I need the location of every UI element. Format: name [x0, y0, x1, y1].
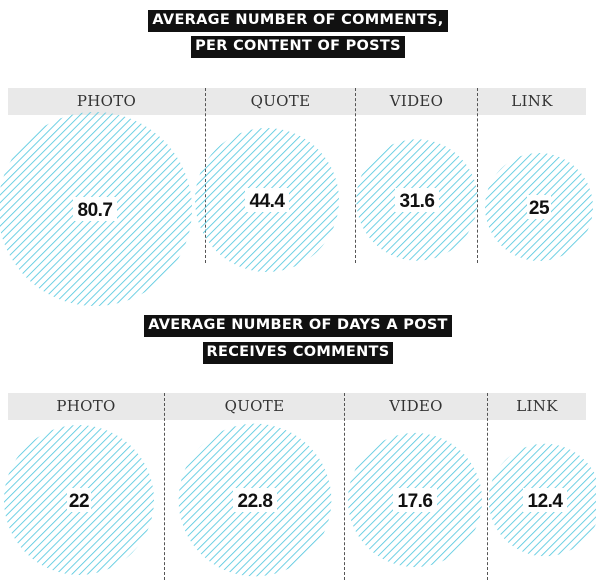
chart2-value-label-bg — [523, 488, 567, 512]
chart2-title-line1-text: AVERAGE NUMBER OF DAYS A POST — [144, 315, 452, 337]
chart2-category-header — [8, 393, 586, 420]
chart1-divider — [355, 88, 356, 263]
chart2-divider — [487, 393, 488, 580]
chart1-category-quote: QUOTE — [250, 92, 311, 110]
chart2-category-link: LINK — [516, 397, 558, 415]
chart2-title-line2: RECEIVES COMMENTS — [0, 342, 596, 364]
chart1-value-label-link: 25 — [529, 198, 550, 219]
chart1-category-header — [8, 88, 586, 115]
chart2-value-label-bg — [233, 488, 277, 512]
chart2-value-label-bg — [393, 488, 437, 512]
chart1-category-photo: PHOTO — [76, 92, 137, 110]
chart1-value-label-video: 31.6 — [400, 191, 435, 212]
chart1-value-label-bg — [73, 197, 117, 221]
chart1-value-label-quote: 44.4 — [250, 191, 286, 212]
chart1-title-line1: AVERAGE NUMBER OF COMMENTS, — [0, 10, 596, 32]
chart2-value-label-video: 17.6 — [398, 491, 433, 512]
chart2-value-label-link: 12.4 — [528, 491, 564, 512]
chart2-title-line2-text: RECEIVES COMMENTS — [202, 342, 394, 364]
chart2-category-video: VIDEO — [389, 397, 443, 415]
chart1-category-link: LINK — [511, 92, 553, 110]
chart2-value-label-quote: 22.8 — [238, 491, 273, 512]
chart1-divider — [477, 88, 478, 263]
chart1-title-line2: PER CONTENT OF POSTS — [0, 36, 596, 58]
chart2-category-quote: QUOTE — [224, 397, 285, 415]
chart1-value-label-bg — [527, 195, 551, 219]
chart2-title-line1: AVERAGE NUMBER OF DAYS A POST — [0, 315, 596, 337]
chart2-value-label-bg — [67, 488, 91, 512]
chart1-value-label-photo: 80.7 — [78, 200, 113, 221]
chart2-divider — [344, 393, 345, 580]
chart2-category-photo: PHOTO — [56, 397, 116, 415]
chart1-category-video: VIDEO — [389, 92, 444, 110]
chart1-title-line2-text: PER CONTENT OF POSTS — [191, 36, 405, 58]
chart1-value-label-bg — [395, 188, 439, 212]
chart2-value-label-photo: 22 — [69, 491, 89, 512]
chart1-title-line1-text: AVERAGE NUMBER OF COMMENTS, — [148, 10, 448, 32]
chart2-divider — [164, 393, 165, 580]
chart1-value-label-bg — [245, 188, 289, 212]
